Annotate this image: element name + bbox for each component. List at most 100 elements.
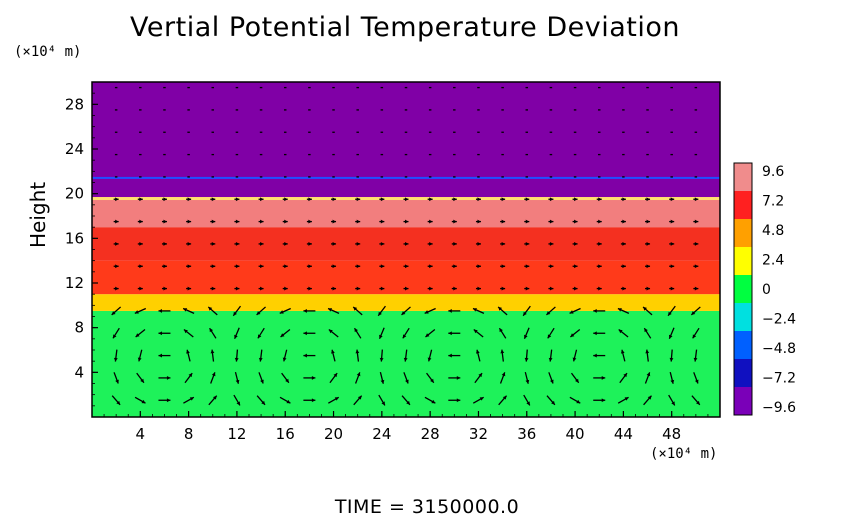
vector-arrow-143 — [331, 219, 337, 224]
vector-arrow-189 — [403, 197, 409, 202]
vector-arrow-91 — [258, 372, 264, 384]
vector-arrow-112 — [282, 241, 288, 246]
vector-arrow-290 — [572, 286, 578, 291]
vector-arrow-171 — [379, 264, 385, 269]
vector-arrow-348 — [668, 327, 675, 340]
vector-arrow-82 — [234, 241, 240, 246]
vector-arrow-289 — [569, 307, 581, 314]
vector-arrow-79 — [232, 305, 242, 317]
x-tick-label-3: 16 — [276, 425, 295, 443]
vector-arrow-77 — [234, 349, 239, 362]
vector-arrow-137 — [331, 349, 336, 362]
vector-arrow-351 — [669, 264, 675, 269]
vector-arrow-0 — [111, 395, 121, 406]
vector-arrow-80 — [234, 286, 240, 291]
vector-arrow-200 — [427, 286, 433, 291]
vector-arrow-173 — [379, 219, 385, 224]
vector-arrow-300 — [593, 398, 606, 403]
vector-arrow-322 — [620, 241, 626, 246]
colorbar-swatch-1 — [734, 191, 752, 220]
vector-arrow-45 — [183, 396, 195, 404]
vector-arrow-142 — [331, 241, 337, 246]
vector-arrow-144 — [331, 197, 337, 202]
vector-arrow-362 — [693, 349, 698, 362]
vector-arrow-78 — [234, 327, 240, 340]
vector-arrow-32 — [158, 353, 171, 358]
vector-arrow-167 — [379, 349, 384, 362]
vector-arrow-34 — [158, 308, 171, 313]
vector-arrow-210 — [448, 398, 461, 403]
vector-arrow-257 — [524, 349, 529, 362]
vector-arrow-228 — [473, 328, 484, 338]
vector-arrow-229 — [472, 307, 485, 314]
vector-arrow-260 — [524, 286, 530, 291]
vector-arrow-38 — [161, 219, 167, 224]
vector-arrow-127 — [306, 241, 312, 246]
chart-title: Vertial Potential Temperature Deviation — [130, 12, 680, 43]
vector-arrow-151 — [354, 372, 361, 384]
vector-arrow-23 — [137, 219, 143, 224]
vector-arrow-36 — [161, 264, 167, 269]
x-tick-label-11: 48 — [662, 425, 681, 443]
vector-arrow-128 — [306, 219, 312, 224]
vector-arrow-2 — [113, 349, 118, 362]
vector-arrow-184 — [401, 306, 411, 316]
vector-arrow-195 — [424, 396, 436, 404]
vector-arrow-335 — [645, 286, 651, 291]
vector-arrow-278 — [548, 219, 554, 224]
vector-arrow-113 — [282, 219, 288, 224]
vector-arrow-31 — [158, 375, 171, 380]
vector-arrow-256 — [524, 371, 530, 384]
vector-arrow-199 — [424, 307, 436, 314]
y-tick-label-4: 20 — [65, 185, 84, 203]
layer-4 — [92, 199, 720, 228]
vector-arrow-154 — [352, 306, 363, 316]
vector-arrow-136 — [329, 372, 338, 384]
vector-arrow-46 — [184, 372, 193, 384]
colorbar-swatch-3 — [734, 247, 752, 276]
vector-arrow-319 — [617, 307, 630, 314]
vector-arrow-39 — [161, 197, 167, 202]
vector-arrow-288 — [569, 328, 581, 338]
vector-arrow-135 — [328, 396, 340, 404]
vector-arrow-122 — [303, 353, 316, 358]
time-label: TIME = 3150000.0 — [334, 496, 520, 518]
vector-arrow-138 — [328, 328, 339, 338]
vector-arrow-155 — [355, 286, 361, 291]
vector-arrow-249 — [500, 197, 506, 202]
vector-arrow-69 — [210, 197, 216, 202]
vector-arrow-369 — [693, 197, 699, 202]
vector-arrow-323 — [620, 219, 626, 224]
vector-arrow-349 — [667, 305, 676, 317]
vector-arrow-1 — [113, 372, 119, 384]
colorbar-label-3: 2.4 — [762, 253, 784, 269]
vector-arrow-24 — [137, 197, 143, 202]
vector-arrow-263 — [524, 219, 530, 224]
colorbar-frame — [733, 162, 753, 416]
x-tick-label-9: 40 — [566, 425, 585, 443]
colorbar-swatch-7 — [734, 359, 752, 388]
vector-arrow-81 — [234, 264, 240, 269]
colorbar-label-1: 7.2 — [762, 194, 784, 210]
vector-arrow-62 — [210, 349, 215, 362]
vector-arrow-230 — [475, 286, 481, 291]
vector-arrow-321 — [620, 264, 626, 269]
vector-arrow-277 — [548, 241, 554, 246]
vector-arrow-302 — [593, 353, 606, 358]
vector-arrow-15 — [134, 396, 146, 404]
vector-arrow-227 — [475, 349, 481, 362]
vector-arrow-241 — [499, 372, 506, 384]
colorbar-label-7: −7.2 — [762, 371, 796, 387]
vector-arrow-172 — [379, 241, 385, 246]
vector-arrow-37 — [161, 241, 167, 246]
colorbar-label-2: 4.8 — [762, 223, 784, 239]
vector-arrow-346 — [669, 371, 675, 384]
vector-arrow-262 — [524, 241, 530, 246]
vector-arrow-294 — [572, 197, 578, 202]
vector-field — [111, 86, 701, 406]
vector-arrow-334 — [642, 306, 653, 316]
vector-arrow-291 — [572, 264, 578, 269]
vector-arrow-258 — [523, 327, 530, 340]
y-tick-label-2: 12 — [65, 274, 84, 292]
vector-arrow-338 — [645, 219, 651, 224]
